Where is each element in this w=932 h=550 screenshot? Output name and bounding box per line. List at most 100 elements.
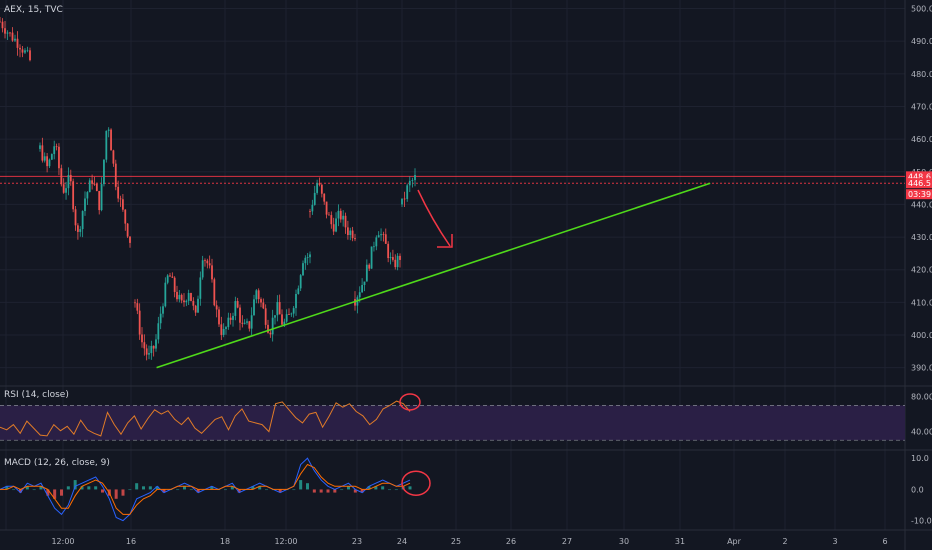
candle: [150, 345, 153, 354]
candle: [173, 277, 176, 292]
candle: [358, 292, 361, 298]
candle: [330, 215, 333, 225]
candle: [255, 290, 258, 300]
macd-tick-label: 0.0: [911, 485, 924, 494]
candle: [229, 317, 232, 320]
price-tick-label: 490.0: [911, 37, 932, 46]
symbol-header[interactable]: AEX, 15, TVC: [4, 5, 63, 15]
countdown-tag: [906, 189, 932, 200]
candle: [100, 184, 103, 211]
candle: [93, 183, 96, 185]
arrow-head: [437, 234, 453, 248]
candle: [260, 299, 262, 303]
candle: [373, 246, 375, 248]
candle: [6, 32, 9, 34]
candle: [382, 234, 385, 235]
macd-histogram-bar: [196, 489, 200, 493]
macd-histogram-bar: [162, 489, 166, 493]
candle: [206, 260, 209, 264]
rsi-tick-label: 40.00: [911, 428, 932, 437]
time-tick-label: 12:00: [274, 537, 297, 546]
candle: [60, 168, 63, 185]
candle: [176, 291, 178, 300]
candle: [169, 275, 171, 277]
candle: [320, 184, 323, 194]
time-tick-label: 16: [126, 537, 136, 546]
candle: [309, 254, 311, 258]
candle: [295, 293, 297, 309]
candle: [278, 302, 281, 315]
macd-histogram-bar: [94, 486, 98, 490]
candle: [361, 284, 364, 293]
candle: [204, 260, 206, 262]
candle: [414, 175, 416, 181]
macd-histogram-bar: [347, 486, 350, 490]
candle: [58, 146, 60, 169]
candle: [213, 279, 216, 306]
candle: [222, 328, 225, 335]
candle: [136, 303, 139, 311]
candle: [95, 183, 98, 192]
candle: [311, 204, 314, 212]
macd-histogram-bar: [312, 489, 316, 493]
candle: [84, 198, 86, 212]
candle: [241, 322, 244, 324]
macd-label[interactable]: MACD (12, 26, close, 9): [4, 458, 110, 468]
macd-histogram-bar: [230, 486, 234, 490]
rsi-band: [0, 405, 905, 441]
rsi-circle-annotation: [399, 393, 421, 411]
countdown-label: 03:39: [908, 190, 931, 199]
macd-tick-label: 10.0: [911, 454, 929, 463]
macd-histogram-bar: [66, 486, 70, 490]
candle: [65, 188, 67, 193]
price-tick-label: 470.0: [911, 102, 932, 111]
candle: [243, 322, 246, 324]
candle: [306, 257, 309, 258]
candle: [380, 234, 382, 236]
candle: [309, 210, 311, 212]
candle: [232, 315, 234, 320]
candle: [406, 185, 409, 200]
candle: [236, 301, 239, 308]
candle: [152, 345, 155, 349]
price-level-tag: [906, 178, 932, 189]
candle: [88, 180, 91, 193]
candle: [124, 209, 127, 224]
price-tick-label: 430.0: [911, 233, 932, 242]
candle: [53, 146, 56, 155]
candle: [239, 307, 241, 323]
candle: [248, 321, 251, 329]
arrow-annotation: [417, 189, 451, 247]
candle: [304, 257, 307, 264]
candle: [351, 230, 354, 239]
candle: [69, 174, 72, 182]
candle: [375, 237, 378, 247]
candle: [183, 300, 185, 303]
candle: [377, 235, 380, 238]
macd-histogram-bar: [114, 489, 118, 499]
candle: [285, 314, 288, 322]
macd-histogram-bar: [265, 489, 268, 491]
candle: [110, 129, 112, 151]
candle: [384, 234, 387, 244]
candle: [74, 209, 77, 226]
candle: [299, 275, 302, 289]
candle: [166, 275, 169, 283]
candle: [50, 154, 53, 160]
candle: [39, 145, 41, 149]
candle: [257, 290, 260, 300]
macd-histogram-bar: [39, 486, 43, 490]
macd-histogram-bar: [278, 489, 282, 493]
macd-histogram-bar: [142, 486, 145, 490]
candle: [190, 293, 192, 301]
price-level-label: 448.6: [908, 172, 931, 181]
candle: [274, 315, 276, 318]
candle: [180, 294, 183, 301]
rsi-label[interactable]: RSI (14, close): [4, 390, 69, 400]
candle: [394, 259, 397, 268]
candle: [339, 210, 342, 220]
candle: [281, 314, 283, 325]
time-tick-label: 26: [506, 537, 516, 546]
macd-histogram-bar: [46, 489, 50, 496]
